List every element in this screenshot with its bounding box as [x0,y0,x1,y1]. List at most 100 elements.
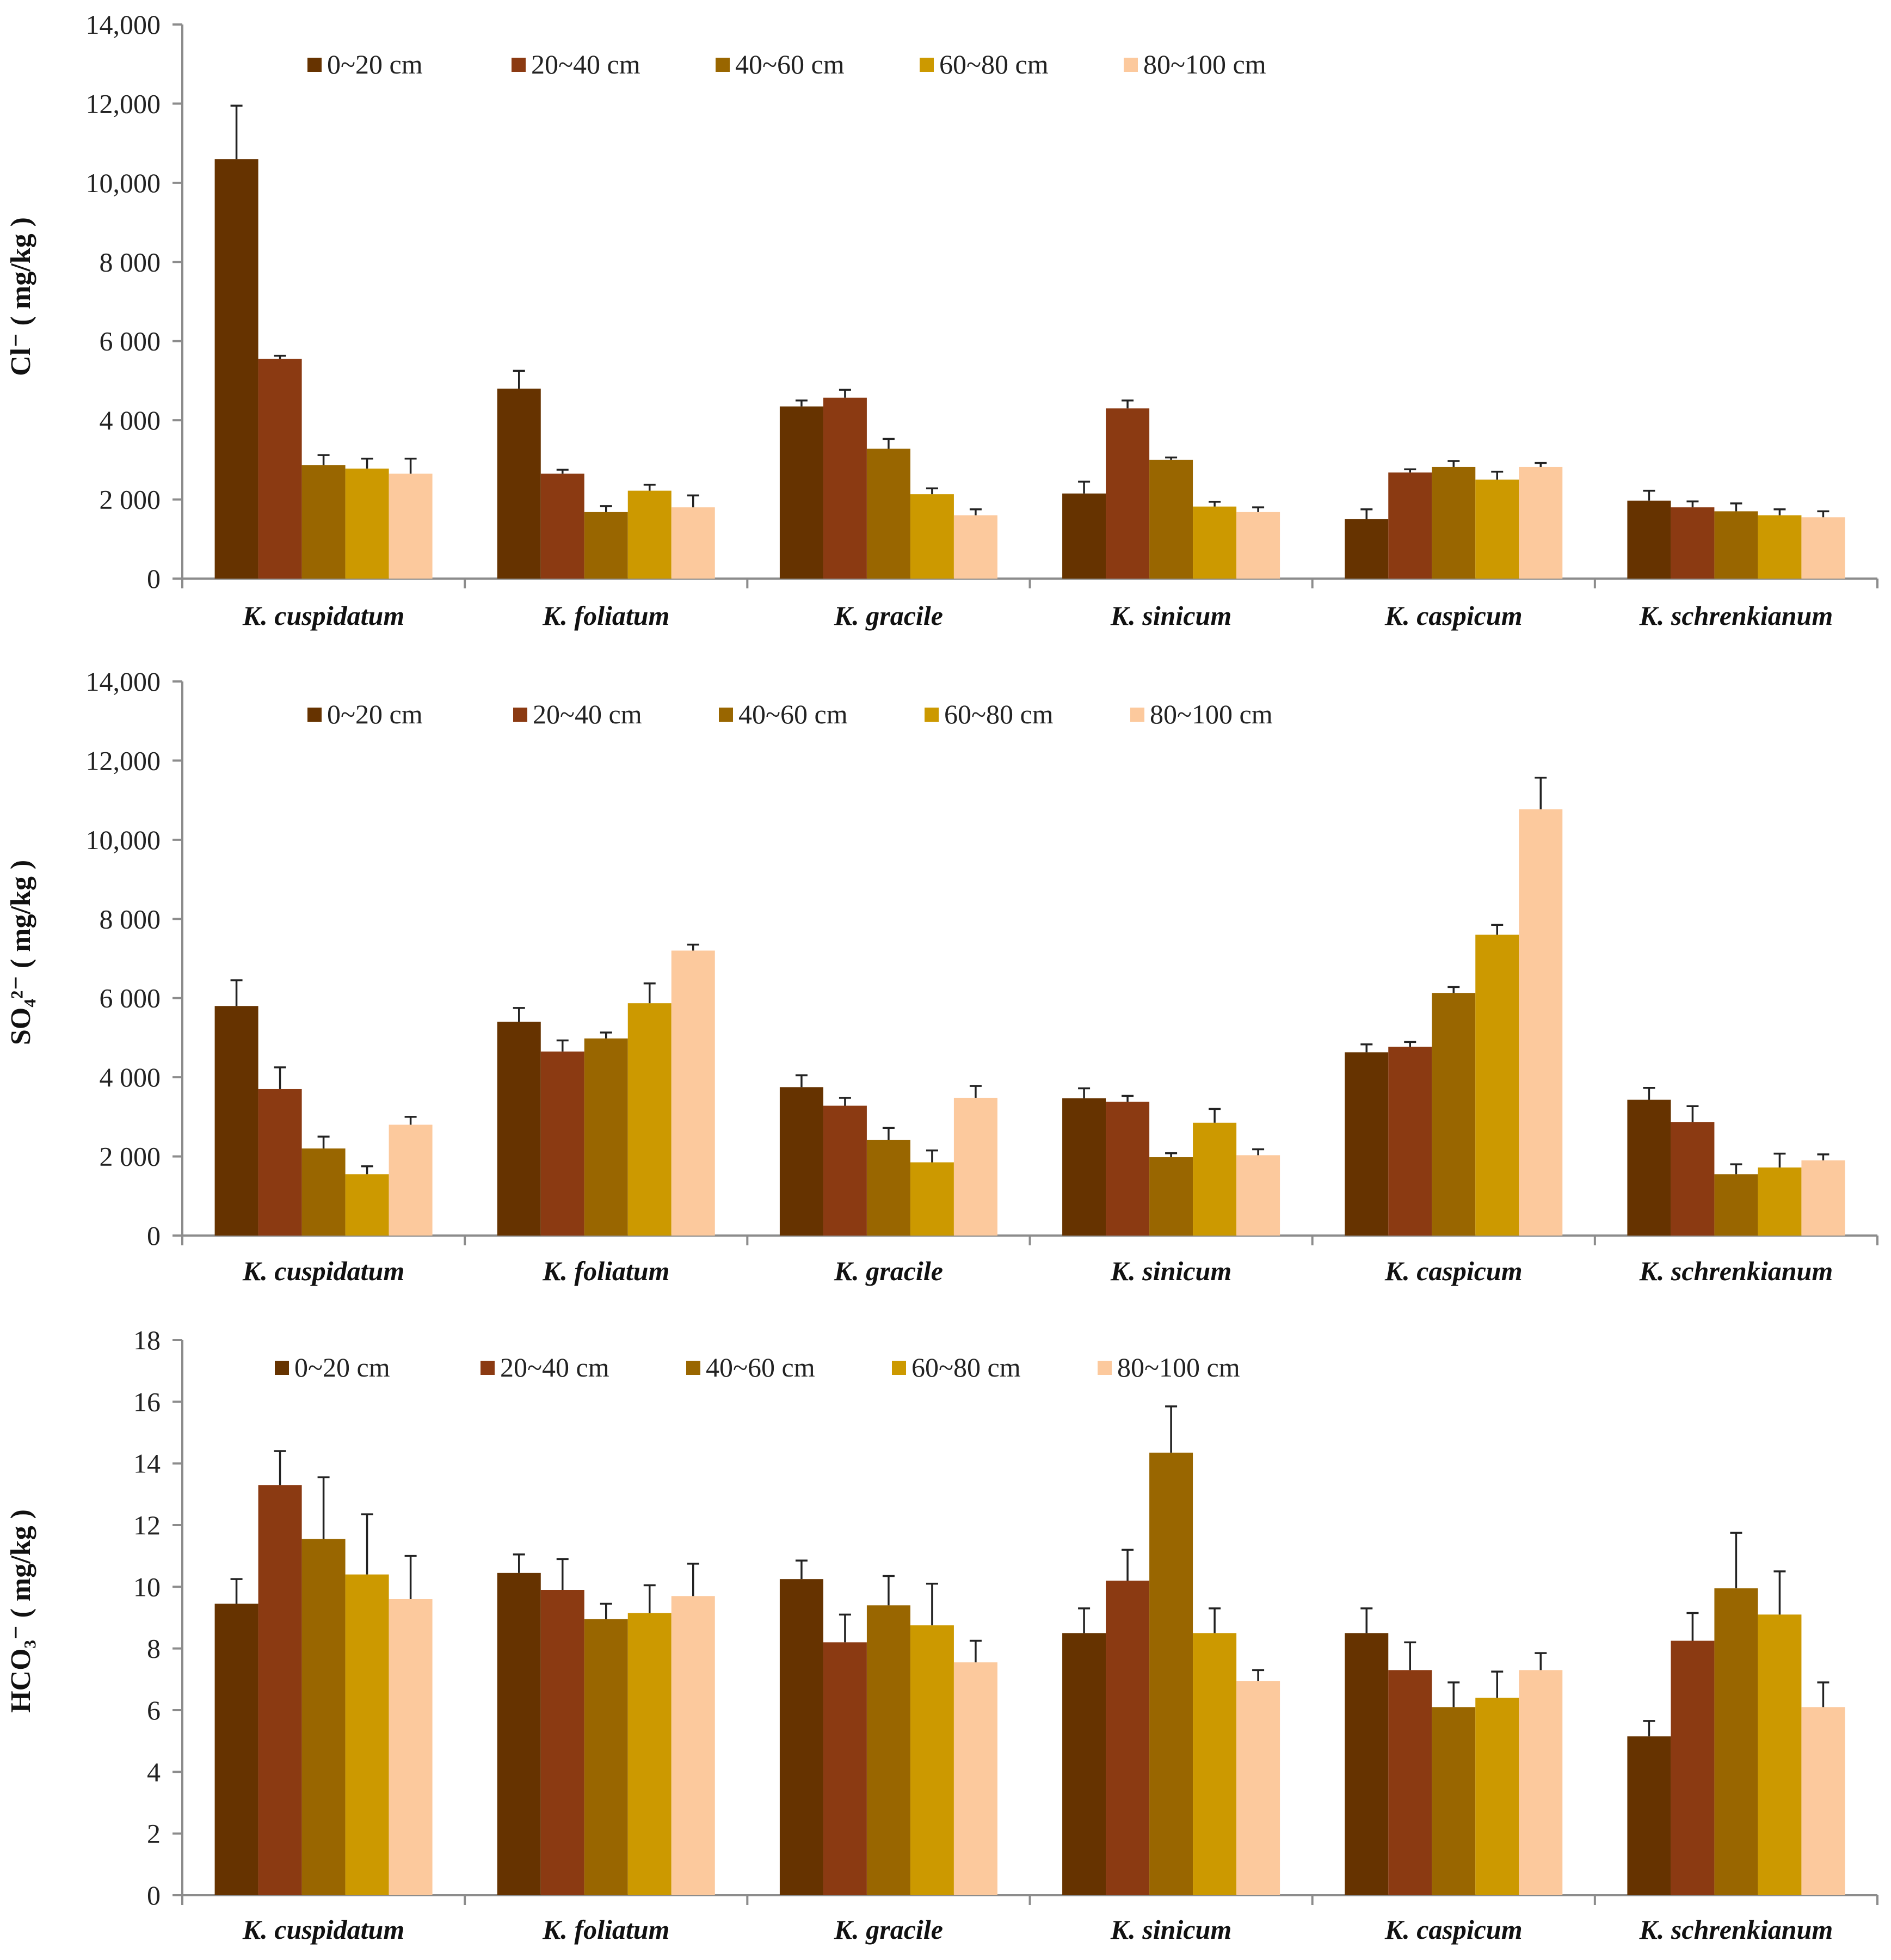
bar-k-schrenkianum-20-40-cm [1671,1640,1715,1895]
bar-k-foliatum-20-40-cm [540,1051,584,1236]
y-axis-title: HCO₃⁻ ( mg/kg ) [5,1509,36,1713]
bar-k-gracile-0-20-cm [779,1579,823,1895]
bar-k-foliatum-0-20-cm [497,388,541,579]
y-tick-label: 0 [147,1880,161,1910]
category-label-k-gracile: K. gracile [834,1256,943,1286]
bar-k-cuspidatum-0-20-cm [214,1006,258,1236]
category-label-k-caspicum: K. caspicum [1384,1914,1523,1945]
bar-k-foliatum-40-60-cm [584,1619,628,1895]
y-tick-label: 6 000 [100,326,161,357]
bar-k-caspicum-40-60-cm [1432,466,1476,579]
legend-label-40-60-cm: 40~60 cm [738,699,848,729]
bar-k-cuspidatum-0-20-cm [214,159,258,579]
bar-k-caspicum-60-80-cm [1475,480,1519,579]
category-label-k-sinicum: K. sinicum [1110,1914,1231,1945]
y-tick-label: 8 000 [100,904,161,934]
bar-k-sinicum-0-20-cm [1062,1098,1106,1236]
bar-k-sinicum-60-80-cm [1193,1122,1237,1236]
bar-k-gracile-40-60-cm [866,1605,910,1895]
y-tick-label: 12 [133,1510,161,1540]
category-label-k-caspicum: K. caspicum [1384,1256,1523,1286]
bar-k-caspicum-40-60-cm [1432,993,1476,1236]
bar-k-sinicum-80-100-cm [1236,1155,1280,1236]
bar-k-schrenkianum-80-100-cm [1801,1160,1845,1236]
legend-label-60-80-cm: 60~80 cm [911,1352,1021,1383]
y-tick-label: 14,000 [86,666,161,697]
bar-k-schrenkianum-40-60-cm [1714,1174,1758,1236]
category-label-k-schrenkianum: K. schrenkianum [1639,1256,1833,1286]
bar-k-caspicum-20-40-cm [1388,1670,1432,1895]
y-tick-label: 16 [133,1386,161,1417]
bar-k-sinicum-60-80-cm [1193,1633,1237,1895]
y-tick-label: 4 000 [100,1062,161,1092]
chart-panel-bicarbonate: 0 2 4 6 8 10 12 14 16 18 K. cuspidatum K. foliatum K… [5,1325,1878,1945]
bar-k-cuspidatum-60-80-cm [345,1574,389,1895]
bar-k-sinicum-20-40-cm [1106,1102,1150,1236]
bar-k-schrenkianum-0-20-cm [1627,1099,1671,1236]
bar-k-foliatum-60-80-cm [627,1003,672,1236]
y-tick-label: 14,000 [86,9,161,40]
category-label-k-gracile: K. gracile [834,600,943,631]
bar-k-foliatum-40-60-cm [584,1038,628,1236]
bar-k-foliatum-20-40-cm [540,474,584,579]
legend-label-0-20-cm: 0~20 cm [327,49,423,79]
legend-swatch-80-100-cm [1130,708,1144,722]
legend-swatch-20-40-cm [512,58,526,72]
bar-k-foliatum-0-20-cm [497,1022,541,1236]
bar-k-caspicum-80-100-cm [1519,1670,1563,1895]
category-label-k-foliatum: K. foliatum [542,600,669,631]
bar-k-caspicum-0-20-cm [1345,519,1389,579]
bar-k-sinicum-20-40-cm [1106,1581,1150,1895]
category-label-k-foliatum: K. foliatum [542,1256,669,1286]
bar-k-foliatum-60-80-cm [627,1613,672,1895]
legend-label-80-100-cm: 80~100 cm [1117,1352,1240,1383]
legend-label-60-80-cm: 60~80 cm [939,49,1049,79]
bar-k-gracile-80-100-cm [953,1097,997,1236]
legend-label-20-40-cm: 20~40 cm [531,49,640,79]
bar-k-gracile-60-80-cm [910,494,954,579]
category-label-k-gracile: K. gracile [834,1914,943,1945]
y-tick-label: 10 [133,1571,161,1602]
chart-panel-chloride: 0 2 000 4 000 6 000 8 000 10,000 12,000 14,000 K… [5,9,1878,631]
bar-k-cuspidatum-60-80-cm [345,468,389,579]
category-label-k-caspicum: K. caspicum [1384,600,1523,631]
y-tick-label: 6 [147,1695,161,1725]
legend-label-40-60-cm: 40~60 cm [706,1352,815,1383]
bar-k-foliatum-40-60-cm [584,512,628,579]
bar-k-foliatum-80-100-cm [671,1596,715,1895]
bar-k-sinicum-80-100-cm [1236,512,1280,579]
bar-k-sinicum-80-100-cm [1236,1681,1280,1895]
y-tick-label: 10,000 [86,168,161,198]
legend-swatch-40-60-cm [716,58,730,72]
legend-swatch-60-80-cm [892,1361,906,1375]
bar-k-cuspidatum-80-100-cm [389,1125,433,1236]
y-tick-label: 12,000 [86,88,161,119]
legend-swatch-0-20-cm [307,708,322,722]
category-label-k-schrenkianum: K. schrenkianum [1639,600,1833,631]
bar-k-sinicum-40-60-cm [1149,459,1193,579]
category-label-k-sinicum: K. sinicum [1110,600,1231,631]
y-tick-label: 2 000 [100,484,161,515]
bar-k-sinicum-40-60-cm [1149,1452,1193,1895]
legend-swatch-80-100-cm [1098,1361,1112,1375]
bar-k-cuspidatum-80-100-cm [389,474,433,579]
bar-k-schrenkianum-80-100-cm [1801,517,1845,579]
bar-k-foliatum-80-100-cm [671,950,715,1236]
bar-k-caspicum-60-80-cm [1475,1698,1519,1895]
bar-k-schrenkianum-80-100-cm [1801,1707,1845,1895]
bar-k-foliatum-80-100-cm [671,507,715,579]
legend-label-20-40-cm: 20~40 cm [500,1352,609,1383]
bar-k-sinicum-20-40-cm [1106,408,1150,579]
y-tick-label: 2 000 [100,1141,161,1172]
legend-label-0-20-cm: 0~20 cm [294,1352,390,1383]
category-label-k-foliatum: K. foliatum [542,1914,669,1945]
bar-k-schrenkianum-40-60-cm [1714,1588,1758,1895]
bar-k-sinicum-0-20-cm [1062,1633,1106,1895]
bar-k-cuspidatum-20-40-cm [258,359,302,579]
y-tick-label: 6 000 [100,983,161,1013]
bar-k-gracile-60-80-cm [910,1625,954,1895]
legend-label-0-20-cm: 0~20 cm [327,699,423,729]
legend-swatch-0-20-cm [307,58,322,72]
category-label-k-schrenkianum: K. schrenkianum [1639,1914,1833,1945]
